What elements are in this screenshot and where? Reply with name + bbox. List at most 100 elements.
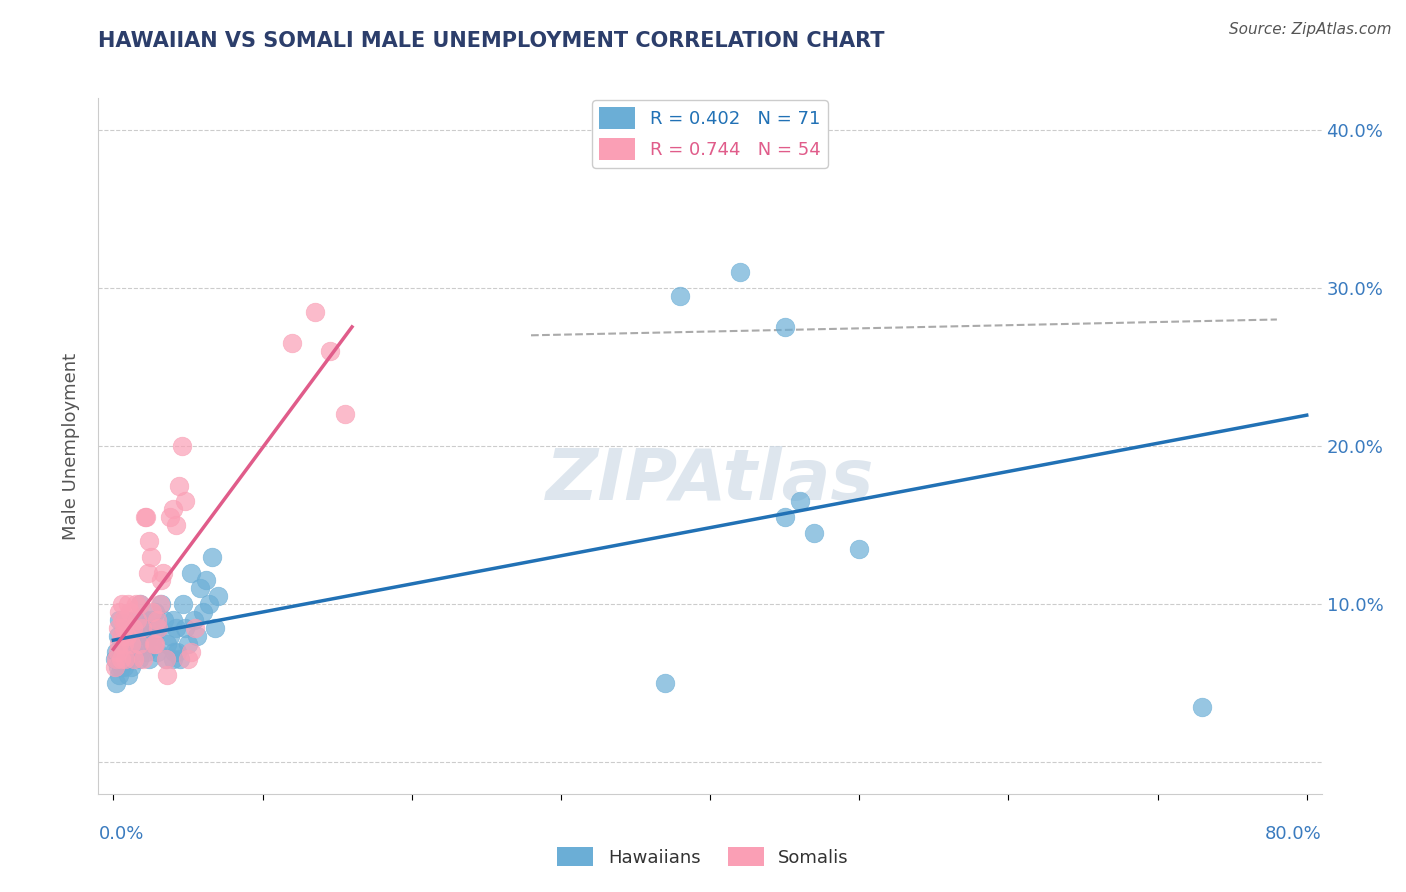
Point — [183, 613, 205, 627]
Point — [333, 408, 356, 422]
Point — [169, 652, 191, 666]
Point — [145, 644, 167, 658]
Point — [1191, 699, 1213, 714]
Point — [110, 644, 132, 658]
Point — [170, 439, 193, 453]
Point — [110, 652, 132, 666]
Text: ZIPAtlas: ZIPAtlas — [546, 446, 875, 516]
Point — [112, 660, 135, 674]
Point — [117, 629, 139, 643]
Point — [143, 637, 166, 651]
Point — [108, 668, 131, 682]
Point — [141, 605, 163, 619]
Point — [184, 621, 207, 635]
Point — [138, 533, 160, 548]
Point — [166, 644, 188, 658]
Point — [146, 621, 169, 635]
Point — [318, 344, 340, 359]
Point — [174, 621, 197, 635]
Point — [156, 668, 179, 682]
Legend: R = 0.402   N = 71, R = 0.744   N = 54: R = 0.402 N = 71, R = 0.744 N = 54 — [592, 100, 828, 168]
Point — [132, 652, 155, 666]
Point — [104, 652, 127, 666]
Point — [125, 613, 148, 627]
Point — [201, 549, 224, 564]
Point — [114, 652, 136, 666]
Point — [150, 574, 173, 588]
Point — [142, 629, 165, 643]
Text: 0.0%: 0.0% — [98, 825, 143, 843]
Point — [143, 605, 166, 619]
Point — [149, 597, 172, 611]
Point — [162, 613, 184, 627]
Point — [107, 660, 129, 674]
Point — [142, 637, 165, 651]
Point — [139, 613, 162, 627]
Point — [150, 597, 173, 611]
Point — [728, 265, 751, 279]
Point — [122, 644, 145, 658]
Point — [207, 589, 229, 603]
Point — [134, 510, 156, 524]
Point — [177, 637, 200, 651]
Point — [115, 629, 138, 643]
Point — [121, 621, 143, 635]
Point — [120, 637, 142, 651]
Point — [108, 605, 131, 619]
Point — [180, 566, 202, 580]
Point — [177, 652, 200, 666]
Point — [114, 613, 136, 627]
Point — [125, 597, 148, 611]
Point — [135, 644, 157, 658]
Point — [132, 621, 155, 635]
Point — [188, 582, 211, 596]
Point — [191, 605, 214, 619]
Point — [281, 336, 304, 351]
Point — [159, 629, 181, 643]
Point — [789, 494, 811, 508]
Point — [118, 605, 141, 619]
Point — [848, 541, 870, 556]
Point — [112, 621, 135, 635]
Point — [138, 652, 160, 666]
Point — [174, 494, 197, 508]
Point — [669, 289, 692, 303]
Point — [112, 637, 135, 651]
Point — [117, 668, 139, 682]
Point — [110, 629, 132, 643]
Point — [120, 660, 142, 674]
Point — [131, 621, 153, 635]
Point — [107, 621, 129, 635]
Point — [122, 652, 145, 666]
Point — [111, 629, 134, 643]
Point — [111, 652, 134, 666]
Point — [155, 652, 177, 666]
Point — [114, 644, 136, 658]
Point — [117, 597, 139, 611]
Point — [110, 660, 132, 674]
Point — [146, 621, 169, 635]
Point — [105, 676, 128, 690]
Point — [111, 597, 134, 611]
Point — [141, 637, 163, 651]
Point — [118, 637, 141, 651]
Point — [198, 597, 221, 611]
Point — [773, 320, 796, 334]
Point — [128, 637, 150, 651]
Point — [145, 613, 167, 627]
Point — [129, 597, 152, 611]
Point — [127, 613, 149, 627]
Point — [155, 652, 177, 666]
Point — [115, 652, 138, 666]
Point — [114, 613, 136, 627]
Point — [112, 637, 135, 651]
Point — [162, 652, 184, 666]
Point — [304, 304, 326, 318]
Point — [107, 644, 129, 658]
Point — [180, 644, 202, 658]
Legend: Hawaiians, Somalis: Hawaiians, Somalis — [550, 840, 856, 874]
Point — [152, 566, 174, 580]
Point — [194, 574, 217, 588]
Point — [128, 652, 150, 666]
Point — [186, 629, 208, 643]
